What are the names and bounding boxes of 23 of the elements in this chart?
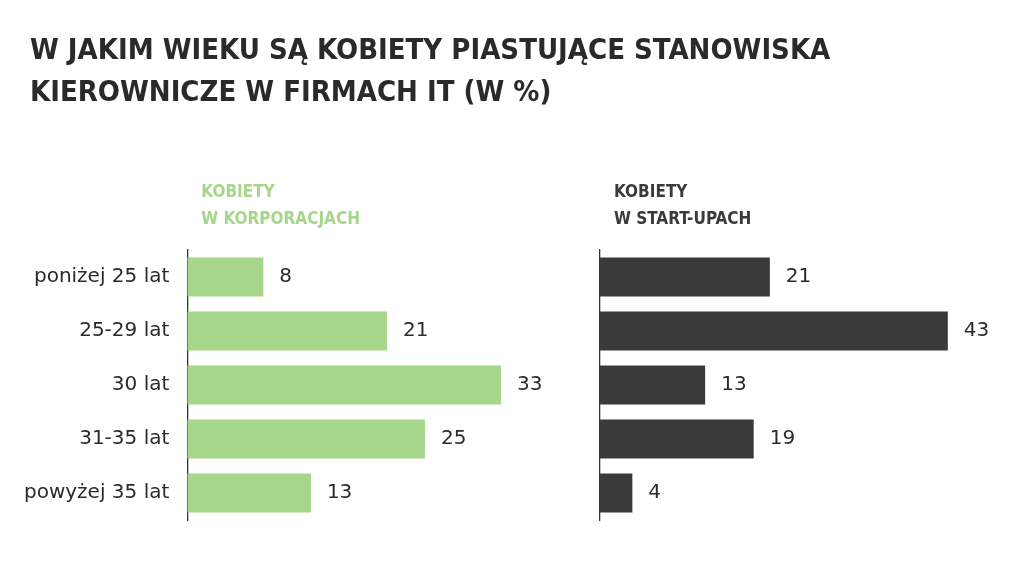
data-label: 8 <box>279 263 293 288</box>
bar <box>187 365 501 405</box>
data-label: 19 <box>769 425 796 450</box>
data-label: 21 <box>785 263 812 288</box>
y-tick-label: 30 lat <box>111 371 170 396</box>
data-label: 21 <box>402 317 429 342</box>
bar <box>187 473 311 513</box>
bar <box>187 311 387 351</box>
series-label: KOBIETY W KORPORACJACH <box>201 180 360 231</box>
data-label: 33 <box>516 371 543 396</box>
data-label: 4 <box>648 479 662 504</box>
data-label: 43 <box>963 317 990 342</box>
data-label: 25 <box>440 425 467 450</box>
y-tick-label: powyżej 35 lat <box>23 479 170 504</box>
bar <box>187 419 425 459</box>
data-label: 13 <box>326 479 353 504</box>
data-label: 13 <box>721 371 747 396</box>
y-tick-label: 31-35 lat <box>79 425 170 450</box>
y-tick-label: poniżej 25 lat <box>33 263 170 288</box>
series-label: KOBIETY W START-UPACH <box>614 180 752 231</box>
chart-title: W JAKIM WIEKU SĄ KOBIETY PIASTUJĄCE STANOWISKA KIEROWNICZE W FIRMACH IT (W %) <box>30 31 832 111</box>
y-tick-label: 25-29 lat <box>79 317 170 342</box>
bar <box>187 257 264 297</box>
